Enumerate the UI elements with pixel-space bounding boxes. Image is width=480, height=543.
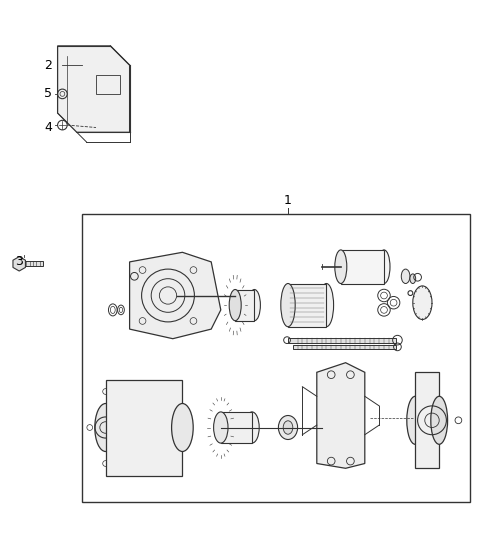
Bar (293, 345, 396, 349)
Polygon shape (58, 46, 130, 132)
Text: 5: 5 (44, 87, 52, 100)
Ellipse shape (410, 274, 416, 283)
Bar (288, 338, 396, 343)
Ellipse shape (214, 412, 228, 443)
Bar (341, 250, 384, 283)
Ellipse shape (431, 396, 447, 444)
Text: 1: 1 (284, 194, 292, 207)
Ellipse shape (229, 289, 241, 321)
Bar (96, 75, 120, 94)
Bar (25, 261, 43, 266)
Bar (415, 372, 439, 468)
Bar (82, 214, 470, 502)
Ellipse shape (95, 403, 117, 451)
Bar (235, 289, 254, 321)
Ellipse shape (172, 403, 193, 451)
Ellipse shape (283, 421, 293, 434)
Ellipse shape (378, 250, 390, 283)
Ellipse shape (413, 286, 432, 319)
Bar (221, 412, 252, 443)
Ellipse shape (281, 283, 295, 327)
Polygon shape (130, 252, 221, 339)
Ellipse shape (407, 396, 423, 444)
Ellipse shape (319, 283, 334, 327)
Ellipse shape (278, 415, 298, 439)
Polygon shape (317, 363, 365, 468)
Text: 4: 4 (44, 121, 52, 134)
Ellipse shape (335, 250, 347, 283)
Ellipse shape (401, 269, 410, 283)
Ellipse shape (249, 289, 260, 321)
Bar (106, 380, 182, 476)
Text: 3: 3 (15, 255, 23, 268)
Ellipse shape (245, 412, 259, 443)
Polygon shape (13, 257, 25, 271)
Text: 2: 2 (44, 59, 52, 72)
Bar (288, 283, 326, 327)
